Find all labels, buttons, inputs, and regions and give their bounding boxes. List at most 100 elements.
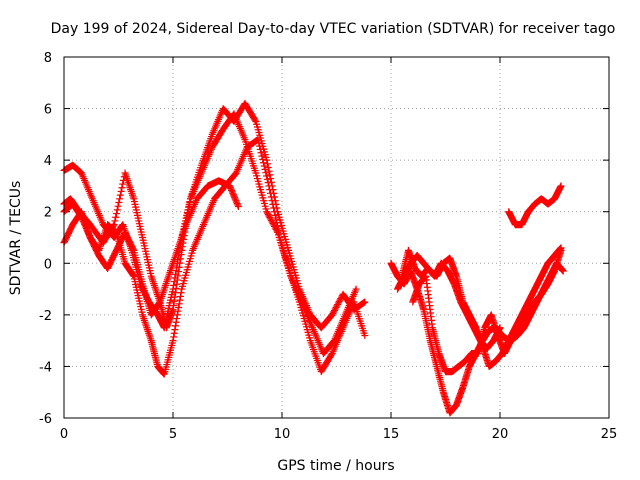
data-point xyxy=(263,175,271,183)
data-point xyxy=(170,329,178,337)
series-track-8 xyxy=(398,246,504,352)
data-point xyxy=(115,199,123,207)
data-point xyxy=(228,186,236,194)
data-point xyxy=(233,198,241,206)
data-point xyxy=(336,296,344,304)
data-point xyxy=(81,222,89,230)
data-point xyxy=(233,200,241,208)
data-point xyxy=(335,298,343,306)
data-point xyxy=(266,189,274,197)
data-point xyxy=(79,217,87,225)
y-tick-label: -4 xyxy=(39,360,52,375)
data-point xyxy=(266,186,274,194)
data-point xyxy=(332,303,340,311)
data-point xyxy=(328,311,336,319)
y-tick-label: 8 xyxy=(44,51,52,66)
data-point xyxy=(230,192,238,200)
data-point xyxy=(119,180,127,188)
data-point xyxy=(116,191,124,199)
data-point xyxy=(116,195,124,203)
data-point xyxy=(264,209,272,217)
data-point xyxy=(81,220,89,228)
data-point xyxy=(266,214,274,222)
data-point xyxy=(171,322,179,330)
data-point xyxy=(234,203,242,211)
data-point xyxy=(251,116,259,124)
data-point xyxy=(117,187,125,195)
data-point xyxy=(256,142,264,150)
data-point xyxy=(255,139,263,147)
y-tick-label: 0 xyxy=(44,257,52,272)
data-point xyxy=(111,217,119,225)
data-point xyxy=(334,299,342,307)
data-point xyxy=(267,193,275,201)
data-point xyxy=(330,306,338,314)
data-point xyxy=(129,245,137,253)
data-point xyxy=(82,225,90,233)
data-point xyxy=(270,208,278,216)
x-tick-label: 10 xyxy=(274,427,291,442)
series-track-9 xyxy=(505,182,565,229)
data-point xyxy=(228,188,236,196)
data-point xyxy=(327,351,335,359)
data-point xyxy=(269,200,277,208)
data-point xyxy=(256,145,264,153)
data-point xyxy=(177,289,185,297)
data-point xyxy=(273,219,281,227)
data-point xyxy=(112,210,120,218)
data-point xyxy=(275,230,283,238)
data-point xyxy=(171,326,179,334)
x-tick-label: 15 xyxy=(383,427,400,442)
data-point xyxy=(273,222,281,230)
x-tick-label: 5 xyxy=(169,427,177,442)
data-point xyxy=(257,149,265,157)
data-point xyxy=(231,194,239,202)
data-point xyxy=(262,169,270,177)
data-point xyxy=(231,195,239,203)
data-point xyxy=(330,308,338,316)
data-point xyxy=(82,223,90,231)
series-track-1 xyxy=(60,110,369,376)
data-point xyxy=(85,231,93,239)
data-point xyxy=(268,218,276,226)
data-point xyxy=(261,165,269,173)
data-point xyxy=(254,136,262,144)
data-point xyxy=(175,300,183,308)
data-point xyxy=(272,215,280,223)
data-point xyxy=(496,324,504,332)
y-tick-label: 4 xyxy=(44,154,52,169)
data-point xyxy=(264,179,272,187)
data-point xyxy=(557,182,565,190)
data-point xyxy=(361,331,369,339)
data-point xyxy=(83,226,91,234)
plot-frame xyxy=(63,56,610,419)
data-point xyxy=(118,184,126,192)
data-point xyxy=(274,226,282,234)
data-point xyxy=(259,159,267,167)
data-point xyxy=(260,162,268,170)
data-point xyxy=(78,214,86,222)
tick-labels: 0 5 10 15 20 25 -6 -4 -2 0 2 4 6 8 xyxy=(39,51,617,442)
data-point xyxy=(266,171,274,179)
chart-title: Day 199 of 2024, Sidereal Day-to-day VTE… xyxy=(51,21,616,37)
data-point xyxy=(270,204,278,212)
y-tick-label: 6 xyxy=(44,103,52,118)
data-point xyxy=(79,216,87,224)
data-point xyxy=(334,301,342,309)
data-point xyxy=(169,285,177,293)
y-axis-label: SDTVAR / TECUs xyxy=(8,181,24,296)
y-tick-label: -2 xyxy=(39,309,52,324)
data-point xyxy=(169,337,177,345)
data-point xyxy=(267,175,275,183)
data-point xyxy=(329,309,337,317)
data-points xyxy=(60,99,567,417)
data-point xyxy=(331,305,339,313)
data-point xyxy=(170,333,178,341)
series-track-4 xyxy=(60,177,242,319)
series-track-7 xyxy=(409,259,567,376)
data-point xyxy=(170,281,178,289)
series-track-2 xyxy=(60,99,369,332)
series-track-3 xyxy=(60,136,360,378)
grid xyxy=(64,57,609,418)
